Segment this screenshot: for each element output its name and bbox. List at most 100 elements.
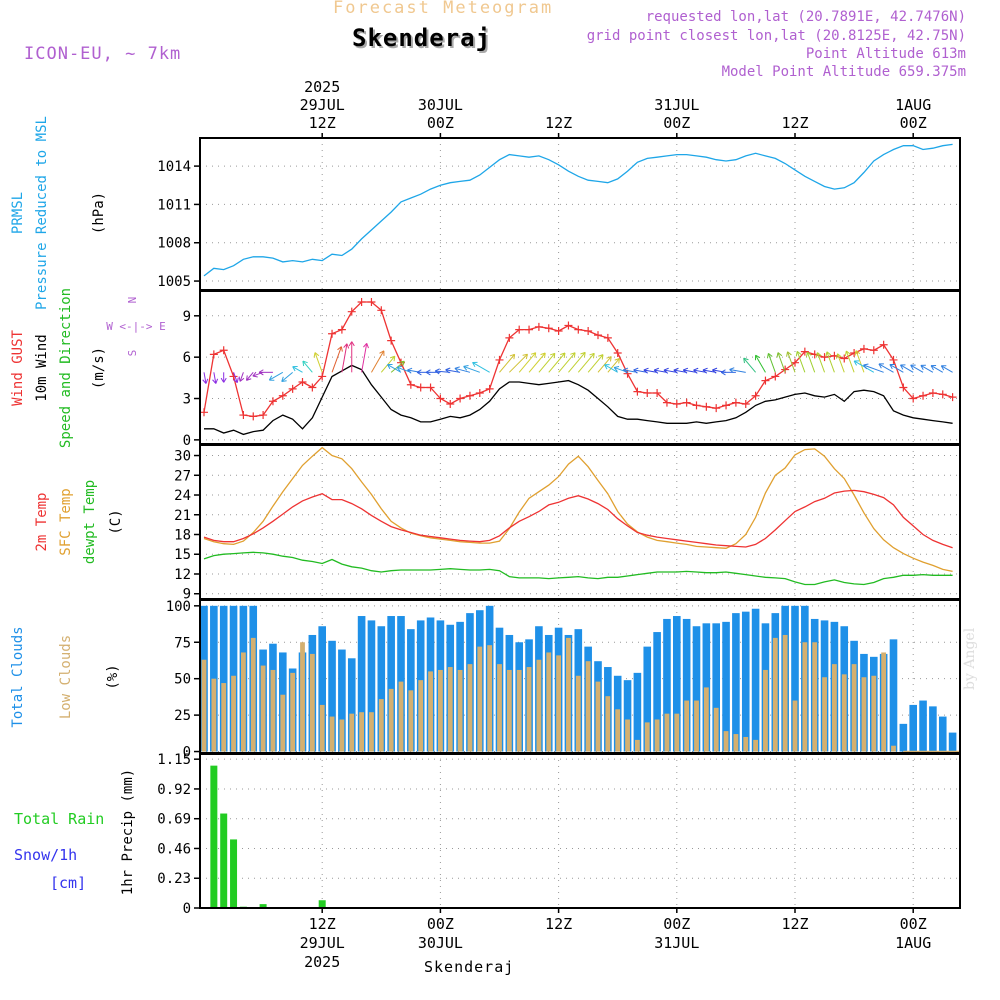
- total-cloud-bar: [663, 618, 671, 752]
- wind-arrow: [607, 358, 620, 373]
- y-tick-label: 1011: [157, 197, 191, 213]
- gust-marker: [633, 387, 642, 396]
- low-cloud-bar: [398, 681, 404, 752]
- gust-marker: [919, 391, 928, 400]
- y-tick-label: 15: [174, 547, 191, 563]
- total-cloud-bar: [673, 616, 681, 752]
- bottom-time-label: 1AUG: [895, 934, 931, 952]
- wind-arrow-head: [379, 350, 385, 356]
- wind-arrow-head: [910, 364, 916, 370]
- wind-arrow-head: [613, 365, 620, 372]
- wind-arrow: [568, 352, 586, 373]
- gust-marker: [899, 383, 908, 392]
- gust-marker: [436, 394, 445, 403]
- low-cloud-bar: [605, 696, 611, 752]
- wind-arrow: [889, 364, 904, 373]
- temp-label-dewpt: dewpt Temp: [82, 480, 98, 564]
- gust-marker: [761, 376, 770, 385]
- total-cloud-bar: [929, 706, 937, 752]
- gust-marker: [869, 346, 878, 355]
- clouds-label-total: Total Clouds: [10, 626, 26, 727]
- wind-arrow: [796, 351, 806, 373]
- wind-arrow: [853, 360, 875, 373]
- wind-arrow-head: [729, 367, 735, 374]
- total-cloud-bar: [318, 626, 326, 752]
- wind-arrow-head: [549, 352, 556, 359]
- total-cloud-bar: [682, 618, 691, 752]
- y-tick-label: 12: [174, 567, 191, 583]
- gust-marker: [456, 394, 465, 403]
- wind-arrow: [387, 364, 402, 373]
- wind-arrow: [314, 352, 323, 373]
- precip-bar: [318, 900, 326, 908]
- low-cloud-bar: [300, 642, 305, 752]
- wind-arrow-head: [754, 354, 761, 361]
- low-cloud-bar: [467, 664, 473, 752]
- pressure-unit-label: (hPa): [91, 192, 107, 234]
- y-tick-label: 9: [183, 309, 191, 325]
- total-cloud-bar: [722, 621, 730, 752]
- wind-arrow: [941, 365, 953, 373]
- low-cloud-bar: [881, 652, 887, 752]
- requested-coords: requested lon,lat (20.7891E, 42.7476N): [645, 9, 966, 25]
- gust-marker: [702, 402, 711, 411]
- low-cloud-bar: [211, 678, 217, 752]
- total-cloud-bar: [643, 646, 652, 752]
- wind-arrow-head: [313, 352, 320, 358]
- low-cloud-bar: [329, 716, 335, 752]
- low-cloud-bar: [575, 675, 581, 752]
- wind-arrow-head: [258, 369, 264, 376]
- sfc-temp-line: [203, 446, 953, 573]
- total-cloud-bar: [791, 605, 799, 752]
- wind-arrow-head: [434, 368, 440, 375]
- low-cloud-bar: [221, 683, 227, 752]
- total-cloud-bar: [938, 716, 947, 752]
- y-tick-label: 0: [183, 433, 191, 449]
- low-cloud-bar: [556, 655, 561, 752]
- precip-unit-label: 1hr Precip (mm): [120, 769, 136, 895]
- total-cloud-bar: [732, 613, 740, 752]
- gust-marker: [406, 380, 415, 389]
- top-time-label: 2025: [304, 78, 340, 96]
- wind-arrow-head: [844, 350, 851, 356]
- gust-marker: [712, 404, 721, 413]
- total-cloud-bar: [377, 626, 386, 752]
- wind-arrow-head: [454, 366, 460, 373]
- low-cloud-bar: [644, 722, 650, 752]
- gridpoint-coords: grid point closest lon,lat (20.8125E, 42…: [586, 28, 966, 44]
- wind-label-10m: 10m Wind: [34, 334, 50, 401]
- gust-marker: [554, 326, 563, 335]
- total-cloud-bar: [712, 623, 720, 752]
- wind-arrow: [499, 353, 516, 373]
- low-cloud-bar: [319, 704, 325, 752]
- wind-arrow: [331, 346, 342, 373]
- wind-arrow: [623, 369, 638, 373]
- total-cloud-bar: [692, 626, 701, 752]
- wind-arrow: [633, 369, 648, 373]
- wind-label-gust: Wind GUST: [10, 330, 26, 406]
- wind-arrow-head: [673, 367, 679, 374]
- y-tick-label: 1008: [157, 236, 191, 252]
- precip-bar: [220, 813, 228, 908]
- low-cloud-bar: [231, 675, 236, 752]
- compass-east-west-label: W <-|-> E: [106, 320, 166, 333]
- wind-arrow-head: [445, 367, 451, 374]
- y-tick-label: 1014: [157, 159, 191, 175]
- wind-arrow: [777, 352, 786, 373]
- gust-marker: [781, 365, 790, 374]
- grid-layer: [200, 138, 960, 909]
- total-cloud-bar: [633, 672, 642, 752]
- low-cloud-bar: [526, 667, 532, 752]
- wind-arrow: [538, 353, 556, 373]
- wind-arrow-head: [570, 352, 576, 358]
- total-cloud-bar: [338, 649, 346, 752]
- precip-panel-frame: [199, 753, 961, 909]
- wind-label-speed-dir: Speed and Direction: [58, 288, 74, 448]
- top-time-label: 31JUL: [654, 96, 699, 114]
- gust-marker: [544, 324, 553, 333]
- wind-arrow: [604, 364, 618, 373]
- top-time-label: 1AUG: [895, 96, 931, 114]
- wind-arrow: [246, 372, 254, 381]
- wind-arrow-head: [743, 357, 749, 364]
